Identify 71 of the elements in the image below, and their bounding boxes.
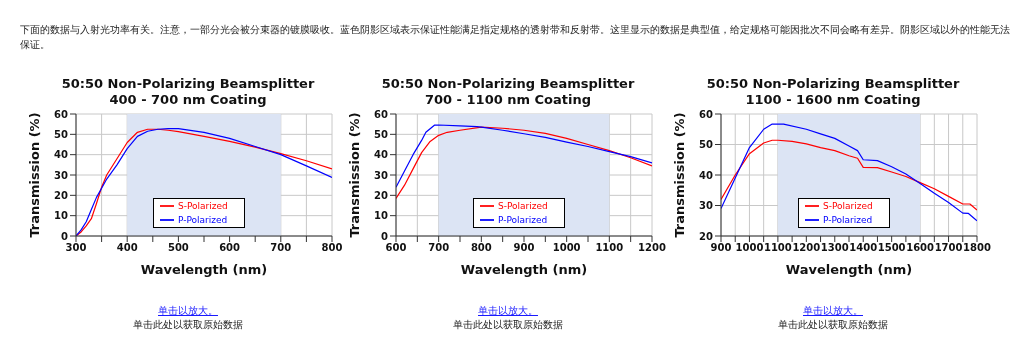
x-tick-label: 500 (167, 242, 189, 254)
y-tick-label: 40 (54, 149, 69, 161)
x-tick-label: 700 (270, 242, 292, 254)
y-tick-label: 60 (374, 108, 389, 120)
x-tick-label: 800 (321, 242, 343, 254)
x-tick-label: 1200 (792, 242, 821, 254)
x-tick-label: 700 (428, 242, 450, 254)
x-tick-label: 800 (470, 242, 492, 254)
x-tick-label: 1500 (877, 242, 906, 254)
chart-title: 50:50 Non-Polarizing Beamsplitter (60, 76, 316, 92)
text: 单击以放大。 (802, 304, 864, 318)
x-tick-label: 600 (385, 242, 407, 254)
legend-label: S-Polarized (178, 200, 228, 211)
y-tick-label: 40 (699, 169, 714, 181)
text: 下面的数据与入射光功率有关。注意，一部分光会被分束器的镀膜吸收。蓝色阴影区域表示保证性能满足指定规格的透射带和反射带。这里显示的数据是典型值，给定规格可能因批次不同会略有差异。阴影区域以外的性能无法保证。 (20, 23, 1010, 52)
legend-label: S-Polarized (823, 200, 873, 211)
x-tick-label: 1600 (906, 242, 935, 254)
x-tick-label: 600 (219, 242, 241, 254)
y-tick-label: 20 (374, 189, 389, 201)
y-axis-title: Transmission (%) (346, 112, 362, 238)
x-axis-title: Wavelength (nm) (785, 262, 913, 277)
text: 单击以放大。 (157, 304, 219, 318)
line-series (721, 139, 977, 211)
y-tick-label: 20 (54, 189, 69, 201)
y-tick-label: 0 (381, 230, 389, 242)
x-tick-label: 1100 (763, 242, 792, 254)
line-series (396, 126, 652, 199)
x-tick-label: 1400 (849, 242, 878, 254)
text: 单击此处以获取原始数据 (452, 318, 564, 332)
x-tick-label: 1800 (963, 242, 991, 254)
y-tick-label: 60 (699, 108, 714, 120)
y-tick-label: 20 (699, 230, 714, 242)
y-tick-label: 10 (54, 210, 69, 222)
x-tick-label: 1200 (638, 242, 666, 254)
x-tick-label: 400 (116, 242, 138, 254)
x-axis-title: Wavelength (nm) (140, 262, 268, 277)
y-tick-label: 40 (374, 149, 389, 161)
text: 单击此处以获取原始数据 (777, 318, 889, 332)
y-axis-title: Transmission (%) (671, 112, 687, 238)
chart-subtitle: 400 - 700 nm Coating (108, 92, 268, 108)
x-tick-label: 900 (710, 242, 732, 254)
y-tick-label: 30 (374, 169, 389, 181)
x-tick-label: 1100 (595, 242, 624, 254)
x-tick-label: 900 (513, 242, 535, 254)
legend-label: P-Polarized (823, 214, 873, 225)
chart-title: 50:50 Non-Polarizing Beamsplitter (705, 76, 961, 92)
x-tick-label: 1000 (552, 242, 581, 254)
chart-subtitle: 700 - 1100 nm Coating (423, 92, 593, 108)
legend-label: S-Polarized (498, 200, 548, 211)
text: 单击以放大。 (477, 304, 539, 318)
x-tick-label: 1000 (735, 242, 764, 254)
y-tick-label: 50 (699, 139, 714, 151)
y-tick-label: 30 (699, 200, 714, 212)
line-series (721, 123, 977, 222)
y-tick-label: 50 (54, 128, 69, 140)
text: 单击此处以获取原始数据 (132, 318, 244, 332)
x-tick-label: 1300 (820, 242, 849, 254)
y-tick-label: 0 (61, 230, 69, 242)
chart-subtitle: 1100 - 1600 nm Coating (744, 92, 922, 108)
y-tick-label: 30 (54, 169, 69, 181)
x-axis-title: Wavelength (nm) (460, 262, 588, 277)
x-tick-label: 300 (65, 242, 87, 254)
y-tick-label: 60 (54, 108, 69, 120)
chart-title: 50:50 Non-Polarizing Beamsplitter (380, 76, 636, 92)
legend-label: P-Polarized (498, 214, 548, 225)
y-tick-label: 50 (374, 128, 389, 140)
x-tick-label: 1700 (934, 242, 963, 254)
y-tick-label: 10 (374, 210, 389, 222)
line-series (396, 124, 652, 188)
legend-label: P-Polarized (178, 214, 228, 225)
y-axis-title: Transmission (%) (26, 112, 42, 238)
